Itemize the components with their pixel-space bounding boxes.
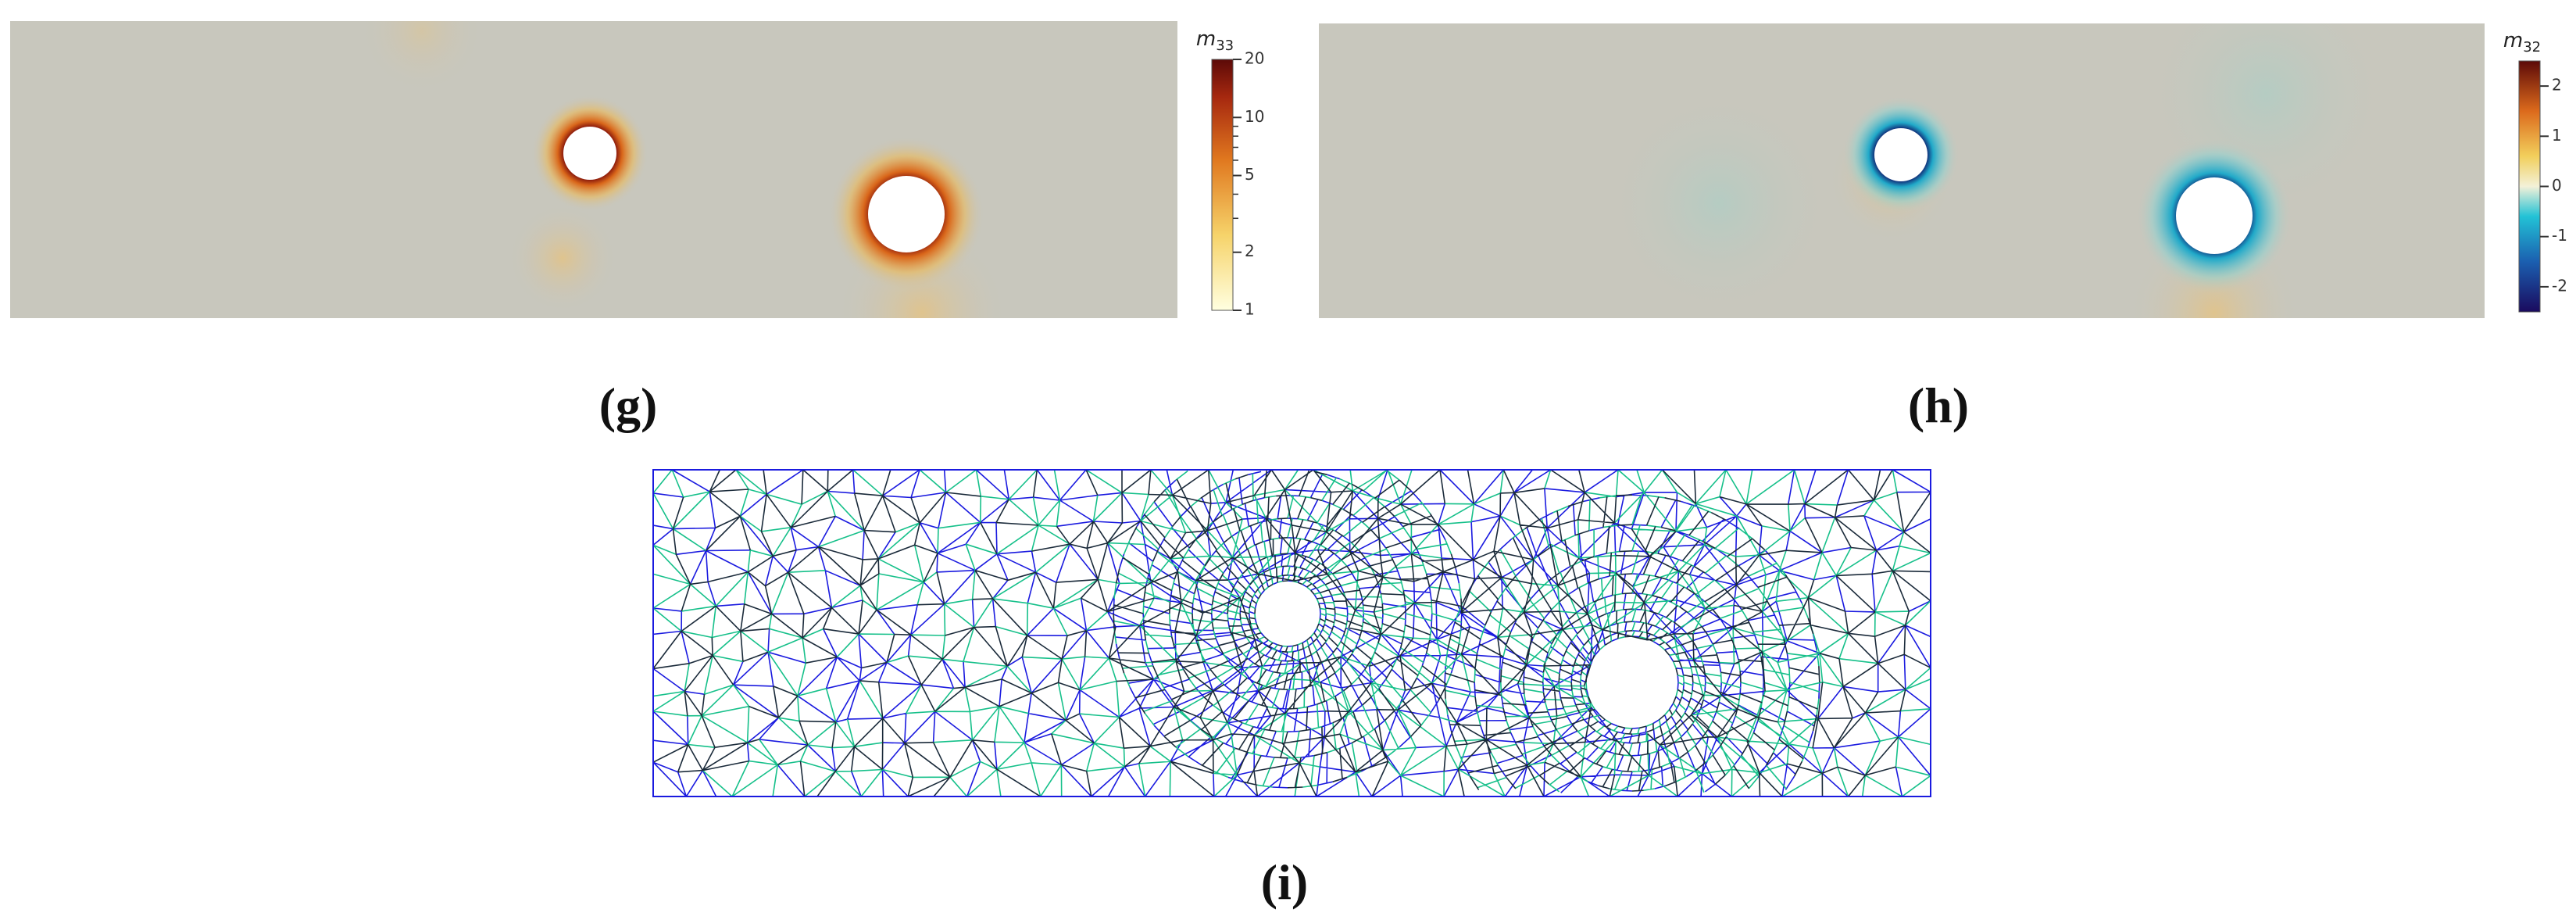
title-symbol: m (2503, 29, 2523, 52)
colorbar-tick-label: 0 (2552, 176, 2562, 195)
title-symbol: m (1196, 27, 1216, 51)
colorbar: m32 -2 -1 0 1 2 (2503, 29, 2567, 313)
colorbar-tick-label: -2 (2552, 276, 2567, 295)
mesh-hole (1259, 585, 1316, 642)
field-plot-h (1319, 23, 2485, 318)
colorbar-tick-label: 10 (1245, 107, 1264, 126)
field-plot-g (10, 21, 1177, 318)
colorbar: m33 1 2 5 10 20 (1196, 27, 1265, 319)
colorbar-tick-label: 2 (1245, 242, 1255, 260)
colorbar-title: m33 (1196, 27, 1234, 54)
colorbar-tick-label: 2 (2552, 76, 2562, 95)
colorbar-tick-label: 1 (1245, 300, 1255, 319)
panel-label: (i) (1261, 854, 1308, 910)
colorbar-tick-label: 20 (1245, 49, 1264, 68)
colorbar-gradient (1211, 59, 1234, 311)
colorbar-tick-label: -1 (2552, 226, 2567, 245)
colorbar-tick-label: 1 (2552, 126, 2562, 145)
panel-label: (g) (599, 378, 658, 433)
colorbar-tick-label: 5 (1245, 165, 1255, 184)
colorbar-gradient (2518, 60, 2541, 313)
title-subscript: 33 (1216, 38, 1234, 54)
mesh-plot (652, 469, 1931, 797)
colorbar-title: m32 (2503, 29, 2541, 55)
mesh-hole (1591, 641, 1674, 724)
panel-label: (h) (1908, 378, 1969, 433)
title-subscript: 32 (2523, 39, 2541, 55)
mesh-border (652, 469, 1931, 797)
